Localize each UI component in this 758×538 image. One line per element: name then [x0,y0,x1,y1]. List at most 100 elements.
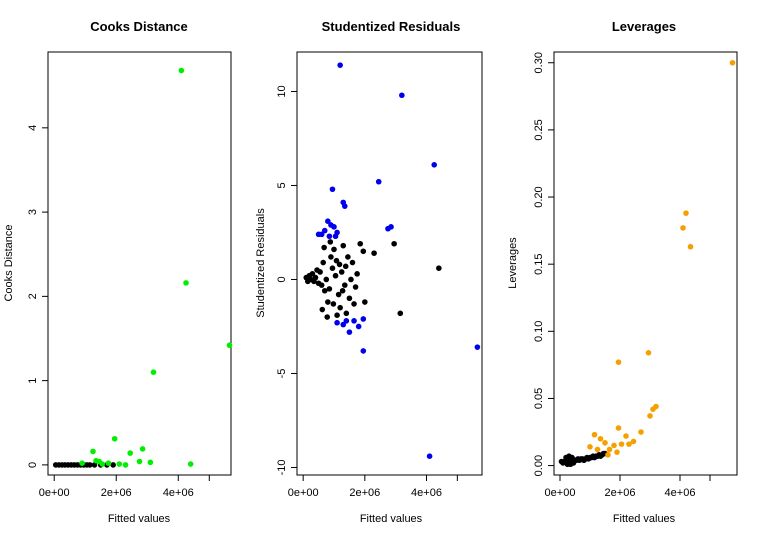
data-point [346,329,353,335]
data-point [327,239,334,245]
data-point [116,461,123,467]
data-point [323,276,330,283]
data-point [333,257,340,264]
y-tick-label: 0.25 [533,119,545,140]
data-point [318,231,325,238]
plot-frame [296,51,483,476]
panel-title: Cooks Distance [90,19,188,34]
data-point [79,460,85,467]
y-tick-label: 0.15 [533,253,545,274]
data-point [332,233,339,240]
data-point [187,461,194,467]
data-point [371,250,377,256]
data-point [330,301,337,307]
data-point [343,318,350,324]
data-point [329,265,336,272]
y-axis-label: Leverages [507,237,519,289]
data-point [602,439,608,446]
x-tick-label: 2e+06 [101,487,132,499]
data-point [303,274,310,281]
data-point [332,272,339,279]
data-point [337,304,343,311]
data-point [587,444,593,450]
data-point [324,314,331,320]
data-point [315,280,322,287]
data-point [615,359,622,366]
data-point [111,435,118,442]
data-point [334,319,340,326]
data-point [122,462,129,468]
data-point [399,92,405,99]
data-point [426,453,433,460]
data-point [687,243,694,250]
data-point [338,269,345,275]
x-axis-label: Fitted values [613,513,676,525]
x-axis-label: Fitted values [108,513,171,525]
data-point [683,210,689,216]
data-point [136,458,143,465]
data-point [127,450,133,456]
data-point [597,435,604,442]
data-point [362,299,368,305]
data-point [328,254,334,260]
panel-title: Leverages [612,19,676,34]
x-tick-label: 0e+00 [39,487,70,499]
x-tick-label: 4e+06 [163,487,194,499]
y-tick-label: 0 [27,462,39,468]
data-point [591,431,598,438]
data-point [334,312,340,319]
data-point [342,263,349,270]
data-point [90,448,96,455]
data-point [351,318,357,324]
data-point [314,267,320,273]
data-point [360,248,367,255]
data-point [647,413,653,419]
data-point [355,323,362,330]
data-point [611,442,617,449]
data-point [346,295,353,302]
x-tick-label: 0e+00 [288,487,319,499]
data-point [375,178,382,185]
data-point [397,310,404,317]
x-tick-label: 0e+00 [545,487,576,499]
y-tick-label: 0.00 [533,455,545,476]
data-point [352,284,359,290]
data-point [91,462,98,468]
data-point [391,240,397,247]
data-point [614,449,620,455]
data-point [630,438,637,445]
y-tick-label: 0.10 [533,321,545,342]
data-point [340,242,347,249]
data-point [357,240,364,247]
data-point [320,259,327,266]
data-point [325,299,331,305]
y-tick-label: -10 [276,460,288,476]
data-point [349,259,356,266]
data-point [348,276,354,283]
y-tick-label: 0.20 [533,186,545,207]
y-tick-label: -5 [276,369,288,379]
data-point [321,227,328,234]
data-point [178,67,185,74]
y-tick-label: 5 [276,182,288,188]
data-point [147,459,154,466]
data-point [321,244,327,251]
y-tick-label: 1 [27,378,39,384]
data-point [570,460,577,466]
data-point [474,344,481,350]
data-point [650,406,656,413]
data-point [645,350,652,356]
data-point [638,429,644,435]
data-point [729,59,736,66]
data-point [594,446,601,453]
x-tick-label: 2e+06 [349,487,380,499]
data-points [303,62,481,460]
data-point [341,282,348,288]
data-point [339,287,346,294]
y-tick-label: 3 [27,209,39,215]
data-point [335,291,342,298]
y-tick-label: 10 [276,85,288,97]
data-point [615,425,622,431]
data-point [360,316,367,322]
